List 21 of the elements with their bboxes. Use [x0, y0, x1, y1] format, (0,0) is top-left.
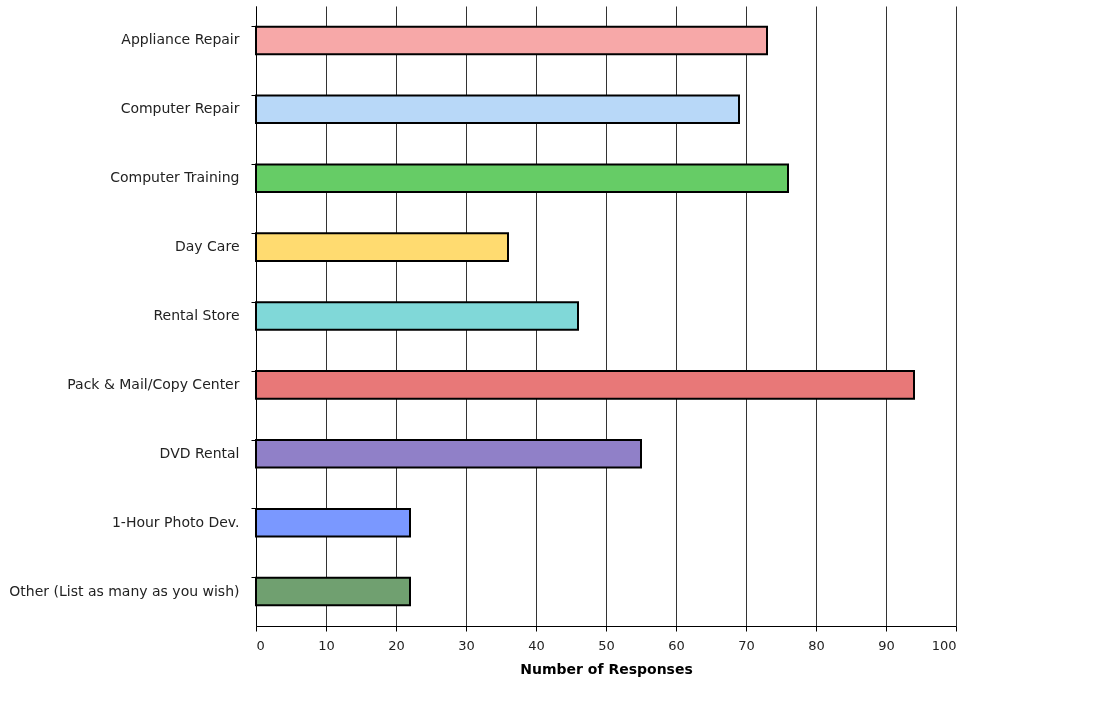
- y-tick-label: 1-Hour Photo Dev.: [111, 513, 240, 530]
- x-tick-label: 70: [738, 637, 755, 653]
- x-tick-label: 80: [808, 637, 825, 653]
- y-tick-label: Appliance Repair: [121, 31, 240, 48]
- y-tick-label: Computer Training: [110, 169, 240, 186]
- x-tick-label: 60: [668, 637, 685, 653]
- x-axis-title: Number of Responses: [520, 660, 693, 677]
- x-tick-label: 20: [388, 637, 405, 653]
- x-tick-label: 10: [318, 637, 335, 653]
- x-tick-label: 40: [528, 637, 545, 653]
- y-tick-label: Day Care: [174, 238, 240, 255]
- x-tick-label: 50: [598, 637, 615, 653]
- y-tick-label: Rental Store: [153, 307, 240, 323]
- y-tick-label: Pack & Mail/Copy Center: [67, 375, 240, 392]
- x-tick-label: 90: [878, 637, 895, 653]
- y-tick-label: Other (List as many as you wish): [9, 582, 240, 599]
- x-tick-label: 0: [256, 637, 265, 653]
- y-tick-label: DVD Rental: [159, 444, 240, 461]
- x-tick-label: 100: [931, 637, 957, 653]
- y-tick-label: Computer Repair: [120, 100, 240, 117]
- x-tick-label: 30: [458, 637, 475, 653]
